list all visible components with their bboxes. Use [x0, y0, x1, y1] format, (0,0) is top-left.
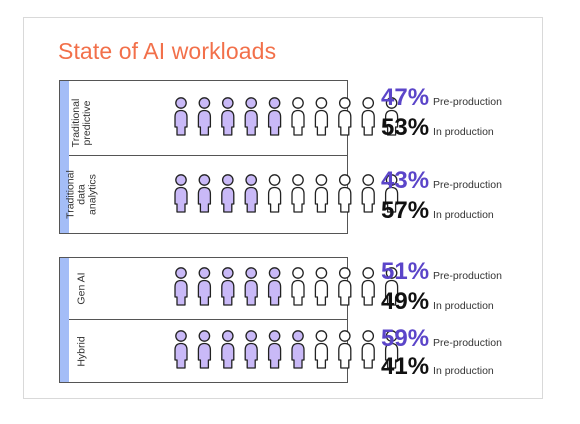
in-production-label: In production — [433, 126, 494, 138]
pre-production-label: Pre-production — [433, 179, 502, 191]
pre-production-percent: 43% — [381, 167, 430, 194]
pre-production-stat: 51% Pre-production — [381, 258, 502, 286]
people-row — [174, 97, 399, 136]
person-icon-pre-production — [221, 97, 235, 136]
person-icon-in-production — [384, 330, 399, 369]
in-production-label: In production — [433, 300, 494, 312]
person-icon-pre-production — [244, 267, 258, 306]
person-icon-pre-production — [267, 97, 282, 136]
pre-production-label: Pre-production — [433, 337, 502, 349]
pre-production-percent: 47% — [381, 84, 430, 111]
row-gen-ai: Gen AI — [69, 258, 399, 319]
person-icon-in-production — [314, 174, 329, 213]
person-icon-pre-production — [174, 267, 188, 306]
person-icon-pre-production — [267, 330, 282, 369]
person-icon-pre-production — [267, 267, 282, 306]
person-icon-in-production — [291, 174, 305, 213]
row-traditional-data-analytics: Traditional data analytics — [64, 155, 399, 235]
in-production-percent: 41% — [381, 353, 430, 380]
person-icon-in-production — [314, 97, 329, 136]
person-icon-pre-production — [221, 267, 235, 306]
person-icon-in-production — [361, 267, 375, 306]
in-production-percent: 57% — [381, 197, 430, 224]
in-production-label: In production — [433, 209, 494, 221]
person-icon-pre-production — [197, 97, 212, 136]
person-icon-pre-production — [174, 97, 188, 136]
in-production-stat: 41% In production — [381, 353, 494, 381]
person-icon-pre-production — [244, 330, 258, 369]
in-production-percent: 53% — [381, 114, 430, 141]
pre-production-percent: 51% — [381, 258, 430, 285]
person-icon-pre-production — [291, 330, 305, 369]
ai-group: Gen AI Hybrid — [59, 257, 399, 384]
person-icon-in-production — [338, 174, 352, 213]
in-production-stat: 53% In production — [381, 114, 494, 142]
person-icon-in-production — [361, 174, 375, 213]
person-icon-pre-production — [221, 330, 235, 369]
chart-title: State of AI workloads — [58, 38, 277, 64]
person-icon-in-production — [384, 267, 399, 306]
person-icon-in-production — [384, 97, 399, 136]
person-icon-pre-production — [197, 267, 212, 306]
person-icon-in-production — [361, 97, 375, 136]
person-icon-in-production — [338, 97, 352, 136]
row-label: Hybrid — [75, 336, 88, 367]
people-row — [174, 267, 399, 306]
pre-production-stat: 59% Pre-production — [381, 325, 502, 353]
person-icon-pre-production — [174, 330, 188, 369]
pre-production-label: Pre-production — [433, 270, 502, 282]
person-icon-in-production — [338, 267, 352, 306]
row-hybrid: Hybrid — [69, 319, 399, 384]
person-icon-in-production — [314, 330, 329, 369]
person-icon-in-production — [314, 267, 329, 306]
row-label: Traditional predictive — [70, 98, 93, 148]
row-label: Gen AI — [75, 272, 88, 305]
person-icon-in-production — [291, 97, 305, 136]
pre-production-percent: 59% — [381, 325, 430, 352]
person-icon-in-production — [291, 267, 305, 306]
row-traditional-predictive: Traditional predictive — [69, 81, 399, 155]
in-production-stat: 49% In production — [381, 288, 494, 316]
person-icon-in-production — [384, 174, 399, 213]
group-accent-bar — [60, 81, 69, 233]
person-icon-in-production — [338, 330, 352, 369]
person-icon-pre-production — [244, 174, 258, 213]
person-icon-pre-production — [244, 97, 258, 136]
pre-production-stat: 43% Pre-production — [381, 167, 502, 195]
person-icon-pre-production — [197, 330, 212, 369]
people-row — [174, 330, 399, 369]
in-production-stat: 57% In production — [381, 197, 494, 225]
pre-production-label: Pre-production — [433, 96, 502, 108]
person-icon-pre-production — [221, 174, 235, 213]
people-row — [174, 174, 399, 213]
pre-production-stat: 47% Pre-production — [381, 84, 502, 112]
person-icon-in-production — [267, 174, 282, 213]
person-icon-pre-production — [197, 174, 212, 213]
group-accent-bar — [60, 258, 69, 382]
person-icon-in-production — [361, 330, 375, 369]
in-production-percent: 49% — [381, 288, 430, 315]
traditional-group: Traditional predictive Traditional data … — [59, 80, 399, 235]
person-icon-pre-production — [174, 174, 188, 213]
in-production-label: In production — [433, 365, 494, 377]
row-label: Traditional data analytics — [64, 170, 99, 219]
